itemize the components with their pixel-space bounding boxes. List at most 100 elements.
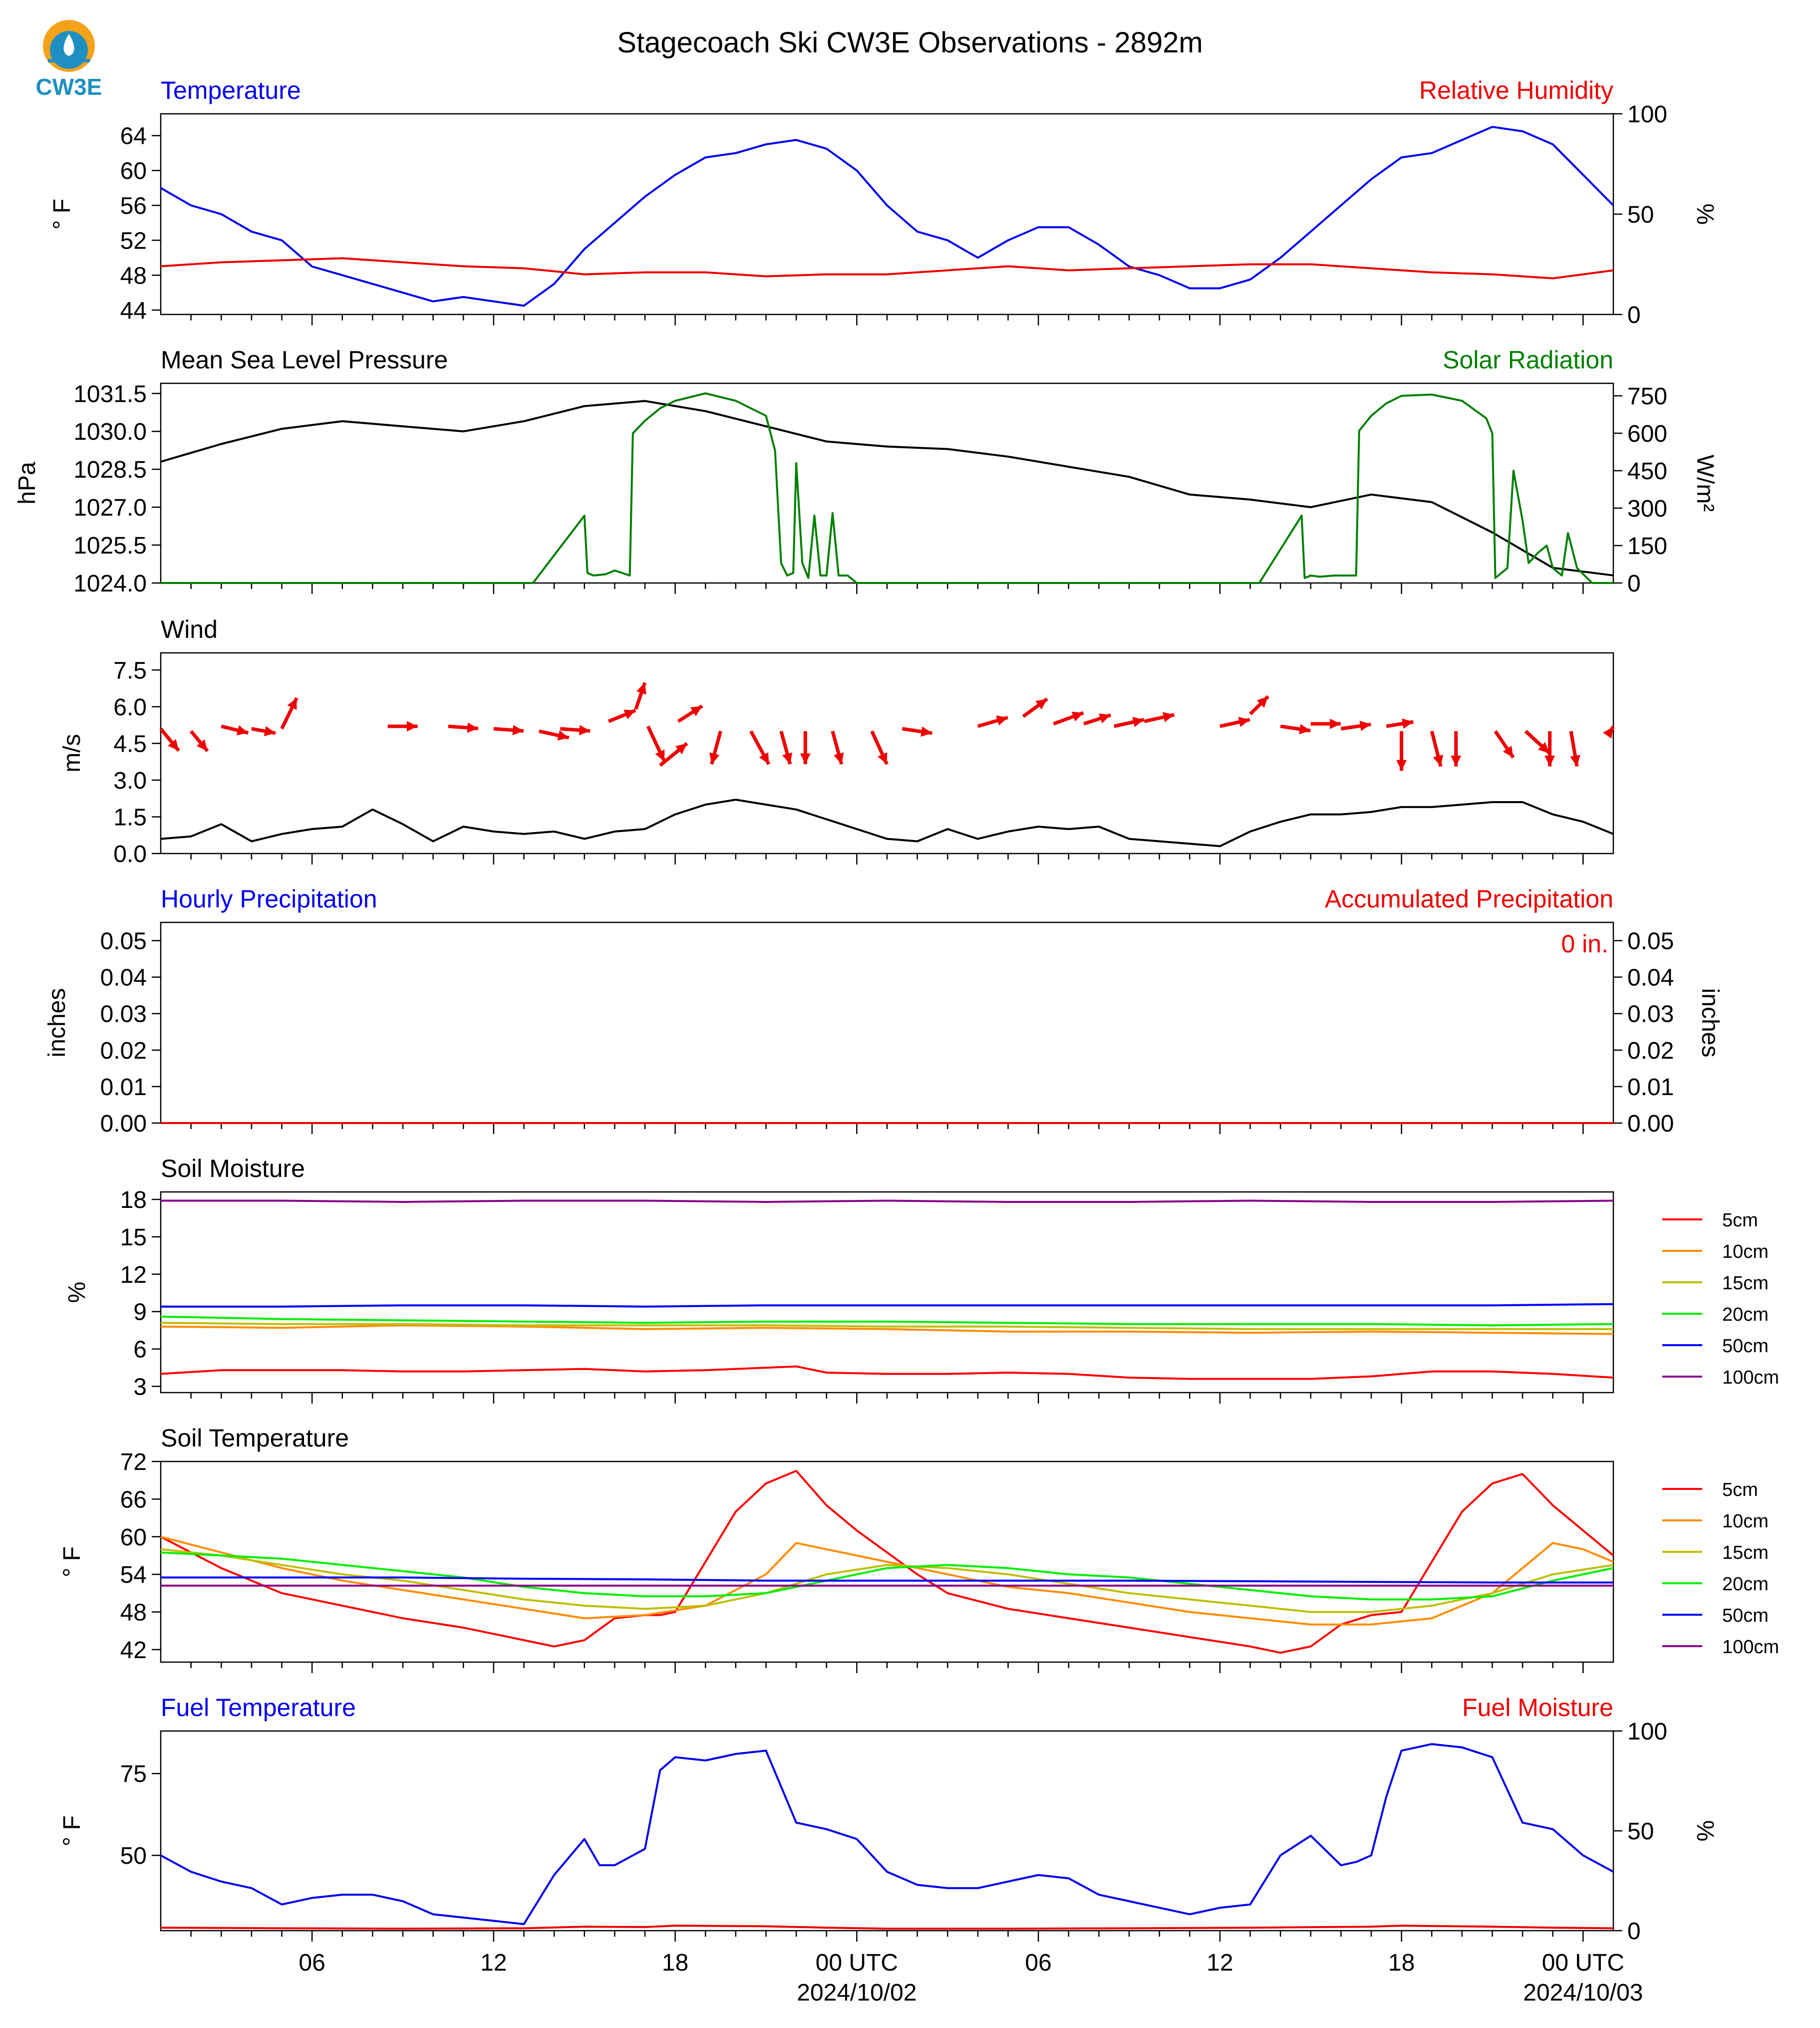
wind-arrow — [709, 730, 722, 765]
y2-axis-label: % — [1692, 1820, 1718, 1842]
panel-soiltemp: 42 48 54 60 66 72 ° F Soil Temperature 5cm 10cm 15… — [59, 1424, 1779, 1673]
y-tick-label: 1025.5 — [73, 533, 147, 559]
wind-arrow-head — [557, 730, 569, 741]
y-tick-label: 60 — [120, 1524, 147, 1551]
wind-arrow — [831, 730, 844, 765]
wind-arrow-head — [287, 698, 297, 710]
legend-label-20cm: 20cm — [1722, 1574, 1769, 1595]
wind-arrow — [870, 730, 889, 765]
legend-label-50cm: 50cm — [1722, 1605, 1769, 1626]
y2-tick-label: 300 — [1627, 496, 1667, 522]
series-line-black — [160, 799, 1614, 848]
wind-arrow-head — [512, 725, 524, 736]
series-line-20cm — [160, 1551, 1614, 1601]
wind-arrow-head — [1503, 746, 1514, 758]
wind-arrow — [448, 722, 479, 733]
legend-label-10cm: 10cm — [1722, 1241, 1769, 1262]
wind-arrow-head — [1433, 754, 1444, 767]
wind-arrow-head — [579, 725, 591, 736]
y-tick-label: 75 — [120, 1761, 147, 1787]
x-tick-label: 06 — [1025, 1950, 1051, 1976]
y2-tick-label: 0.05 — [1627, 928, 1674, 955]
wind-arrow — [1249, 695, 1269, 716]
y-tick-label: 0.0 — [113, 841, 147, 868]
wind-arrow-head — [1538, 742, 1550, 753]
panel-precip: 0.00 0.01 0.02 0.03 0.04 0.05 0.00 0.01 0.02 0.03… — [44, 885, 1723, 1137]
legend-label-50cm: 50cm — [1722, 1336, 1769, 1357]
wind-arrow-head — [1238, 717, 1250, 727]
y-tick-label: 3.0 — [113, 768, 147, 794]
y2-tick-label: 0 — [1627, 571, 1641, 597]
y2-axis-label: inches — [1697, 988, 1723, 1058]
wind-arrow — [251, 726, 276, 737]
panel-right-label: Relative Humidity — [1419, 76, 1613, 104]
y-tick-label: 12 — [120, 1262, 147, 1288]
wind-arrow — [634, 682, 647, 710]
wind-arrow-head — [878, 752, 888, 765]
y-axis-label: ° F — [49, 199, 75, 230]
panel-left-label: Fuel Temperature — [161, 1694, 356, 1722]
wind-arrow-head — [623, 709, 636, 720]
legend-label-5cm: 5cm — [1722, 1210, 1758, 1231]
logo-wave-icon — [48, 59, 90, 62]
x-tick-label: 06 — [299, 1950, 325, 1976]
series-line-20cm — [160, 1315, 1614, 1327]
y2-tick-label: 150 — [1627, 533, 1667, 560]
series-line-red — [160, 1925, 1614, 1930]
series-line-100cm — [161, 1199, 1614, 1203]
y-tick-label: 48 — [120, 1600, 147, 1626]
series-line-red — [160, 257, 1614, 280]
accumulated-annotation: 0 in. — [1561, 930, 1608, 958]
y-tick-label: 44 — [120, 297, 147, 324]
y-tick-label: 0.04 — [100, 965, 147, 991]
wind-arrow — [1494, 730, 1515, 759]
wind-arrow-head — [1396, 760, 1407, 771]
y-tick-label: 0.01 — [100, 1074, 147, 1101]
series-line-5cm — [160, 1469, 1614, 1654]
y2-tick-label: 600 — [1627, 421, 1667, 447]
wind-arrow-head — [1402, 718, 1414, 729]
y2-tick-label: 450 — [1627, 458, 1667, 485]
panel-left-label: Hourly Precipitation — [161, 885, 377, 913]
wind-arrow — [1569, 731, 1580, 767]
series-line-black — [160, 400, 1614, 577]
cw3e-logo: CW3E — [36, 20, 102, 100]
wind-arrow-head — [1256, 696, 1268, 708]
panel-wind: 0.0 1.5 3.0 4.5 6.0 7.5 m/s Wind — [59, 615, 1615, 868]
wind-arrow-head — [1099, 713, 1111, 724]
legend-label-10cm: 10cm — [1722, 1511, 1769, 1532]
wind-arrow-head — [636, 682, 646, 695]
wind-arrow — [1053, 711, 1084, 726]
y-tick-label: 52 — [120, 228, 147, 254]
wind-arrow — [1340, 720, 1371, 731]
wind-arrow — [1524, 730, 1551, 755]
y2-tick-label: 0.01 — [1627, 1074, 1674, 1101]
panel-fuel: 50 75 0 50 100 ° F % Fuel Temperature Fuel Moist… — [59, 1694, 1718, 1945]
y-tick-label: 9 — [133, 1299, 147, 1326]
wind-arrow — [800, 731, 811, 765]
wind-arrow — [189, 730, 209, 752]
y-tick-label: 1031.5 — [73, 381, 147, 407]
wind-arrow — [221, 724, 249, 736]
wind-arrow — [646, 725, 666, 763]
wind-arrow — [1451, 731, 1462, 767]
series-line-green — [161, 392, 1613, 584]
y-axis-label: inches — [44, 988, 70, 1058]
y-tick-label: 1030.0 — [73, 419, 147, 445]
x-tick-label: 18 — [1388, 1950, 1415, 1976]
wind-arrow — [779, 730, 793, 765]
series-line-10cm — [160, 1324, 1614, 1335]
wind-arrow — [1144, 712, 1175, 723]
wind-arrow-head — [407, 721, 418, 732]
y-axis-label: hPa — [14, 462, 40, 505]
wind-arrow-head — [1451, 755, 1462, 767]
y-tick-label: 15 — [120, 1224, 147, 1251]
wind-arrow-head — [920, 726, 932, 737]
wind-arrow-head — [1035, 699, 1047, 710]
y-tick-label: 72 — [120, 1449, 147, 1475]
y2-tick-label: 100 — [1627, 1719, 1667, 1745]
panel-frame — [160, 921, 1614, 1124]
wind-arrow-head — [1299, 724, 1311, 735]
wind-arrow-head — [675, 743, 687, 755]
legend-label-100cm: 100cm — [1722, 1367, 1779, 1388]
